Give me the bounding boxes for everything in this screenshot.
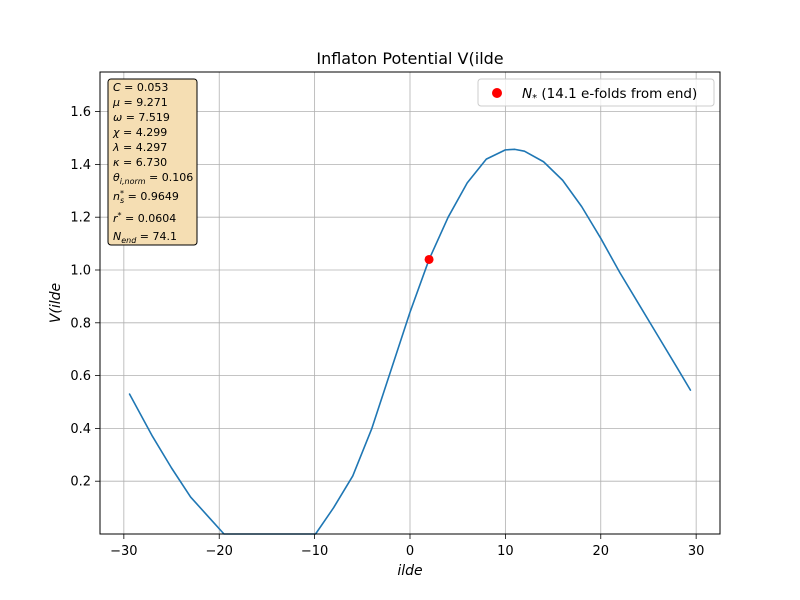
legend: N* (14.1 e-folds from end) — [477, 78, 715, 107]
y-tick-label: 1.4 — [70, 158, 91, 173]
parameter-line: θi,norm = 0.106 — [113, 171, 193, 186]
tick-layer: −30 −20 −10 0 10 20 30 0.2 0.4 0.6 0.8 1.0 1.2 1.4 1.6 — [70, 105, 704, 559]
x-tick-label: −20 — [206, 544, 233, 559]
parameter-value: = 0.106 — [146, 171, 194, 184]
parameter-symbol: θ — [113, 171, 120, 184]
parameter-symbol: N — [113, 230, 121, 243]
parameter-line: ω = 7.519 — [113, 111, 170, 124]
x-tick-label: 20 — [592, 544, 609, 559]
parameter-subscript: s — [120, 196, 124, 205]
y-tick-label: 1.0 — [70, 264, 91, 279]
parameter-symbol: C — [113, 81, 121, 94]
x-tick-label: 0 — [406, 544, 414, 559]
parameter-value: = 4.299 — [120, 126, 168, 139]
parameter-line: C = 0.053 — [113, 81, 168, 94]
parameter-line: κ = 6.730 — [113, 156, 167, 169]
parameter-line: μ = 9.271 — [112, 96, 168, 109]
parameter-box-background — [107, 78, 198, 246]
parameter-line: λ = 4.297 — [112, 141, 167, 154]
parameter-subscript: end — [121, 236, 137, 245]
y-axis-label: V(ilde — [48, 283, 64, 323]
y-tick-label: 0.2 — [70, 475, 91, 490]
parameter-value: = 4.297 — [120, 141, 168, 154]
parameter-line: n* s = 0.9649 — [113, 189, 179, 205]
x-tick-label: 30 — [688, 544, 705, 559]
parameter-symbol: r — [113, 212, 119, 225]
parameter-superscript: * — [120, 189, 124, 198]
grid-layer — [100, 72, 720, 534]
parameter-value: = 7.519 — [122, 111, 170, 124]
parameter-line: χ = 4.299 — [112, 126, 167, 139]
legend-label-symbol: N — [522, 86, 532, 102]
legend-label-subscript: * — [532, 93, 537, 104]
parameter-line: Nend = 74.1 — [113, 230, 177, 245]
parameter-symbol: ω — [113, 111, 122, 124]
x-axis-label: ilde — [397, 563, 422, 579]
legend-marker — [492, 88, 502, 98]
y-tick-label: 0.4 — [70, 422, 91, 437]
n-star-marker — [424, 254, 434, 264]
parameter-value: = 0.053 — [121, 81, 169, 94]
parameter-subscript: i,norm — [120, 177, 146, 186]
legend-label-rest: (14.1 e-folds from end) — [537, 86, 697, 102]
x-tick-label: 10 — [497, 544, 514, 559]
parameter-value: = 9.271 — [120, 96, 168, 109]
parameter-symbol: n — [113, 190, 120, 203]
parameter-value: = 74.1 — [136, 230, 177, 243]
marker-layer — [424, 254, 434, 264]
y-tick-label: 1.2 — [70, 211, 91, 226]
potential-curve — [128, 148, 692, 535]
y-tick-label: 1.6 — [70, 105, 91, 120]
parameter-symbol: χ — [112, 126, 120, 139]
legend-label: N* (14.1 e-folds from end) — [522, 86, 697, 104]
parameter-line: r* = 0.0604 — [113, 211, 176, 225]
legend-box — [477, 78, 715, 107]
parameter-value: = 0.0604 — [122, 212, 177, 225]
x-tick-label: −30 — [110, 544, 137, 559]
parameter-symbol: κ — [113, 156, 120, 169]
x-tick-label: −10 — [301, 544, 328, 559]
parameter-value: = 6.730 — [119, 156, 167, 169]
y-tick-label: 0.6 — [70, 369, 91, 384]
series-layer — [128, 148, 692, 535]
chart-title: Inflaton Potential V(ilde — [316, 49, 503, 68]
parameter-value: = 0.9649 — [124, 190, 179, 203]
parameter-symbol: λ — [112, 141, 120, 154]
parameter-superscript: * — [118, 211, 122, 220]
y-tick-label: 0.8 — [70, 316, 91, 331]
parameter-symbol: μ — [112, 96, 120, 109]
